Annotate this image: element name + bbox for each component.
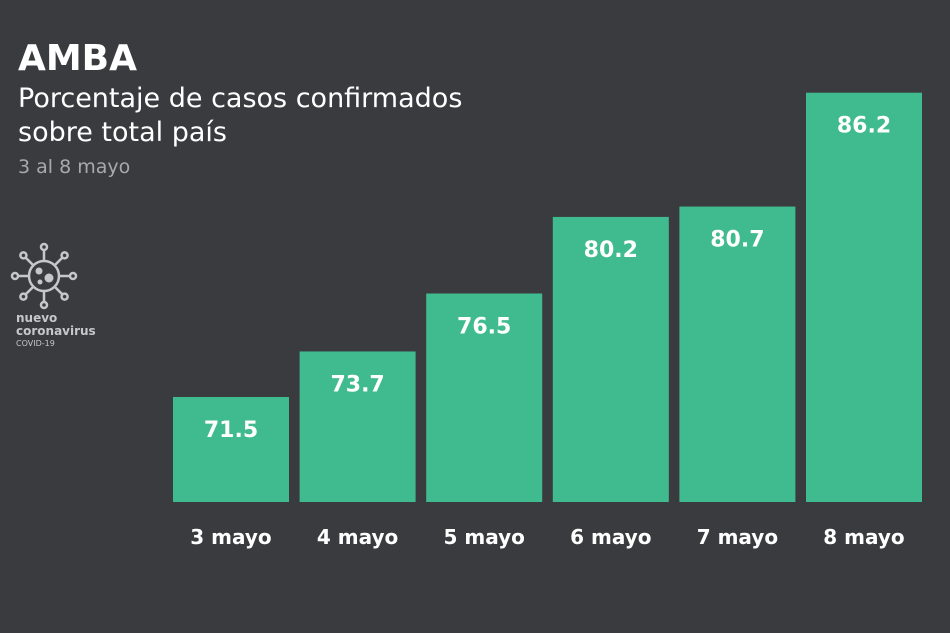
chart-subtitle: Porcentaje de casos confirmados sobre to…	[18, 83, 463, 148]
x-tick-label-3: 5 mayo	[444, 525, 525, 549]
coronavirus-icon	[10, 242, 78, 310]
bar-4	[552, 216, 669, 502]
x-tick-label-1: 3 mayo	[190, 525, 271, 549]
bar-5	[679, 206, 796, 502]
data-label-5: 80.7	[710, 228, 764, 253]
data-label-6: 86.2	[837, 114, 891, 139]
x-tick-label-2: 4 mayo	[317, 525, 398, 549]
data-label-2: 73.7	[330, 372, 384, 397]
brand-badge: nuevo coronavirus COVID-19	[8, 240, 108, 349]
bar-2	[299, 351, 416, 502]
data-label-3: 76.5	[457, 315, 511, 340]
brand-line-3: COVID-19	[16, 339, 55, 348]
data-label-4: 80.2	[584, 238, 638, 263]
x-tick-label-6: 8 mayo	[823, 525, 904, 549]
bar-3	[426, 293, 543, 502]
x-tick-label-5: 7 mayo	[697, 525, 778, 549]
brand-line-1: nuevo	[16, 311, 58, 325]
date-range: 3 al 8 mayo	[18, 156, 131, 178]
bar-6	[806, 92, 922, 503]
x-tick-label-4: 6 mayo	[570, 525, 651, 549]
page-title: AMBA	[18, 38, 137, 79]
brand-line-2: coronavirus	[16, 324, 96, 338]
data-label-1: 71.5	[204, 418, 258, 443]
bar-1	[173, 397, 289, 502]
